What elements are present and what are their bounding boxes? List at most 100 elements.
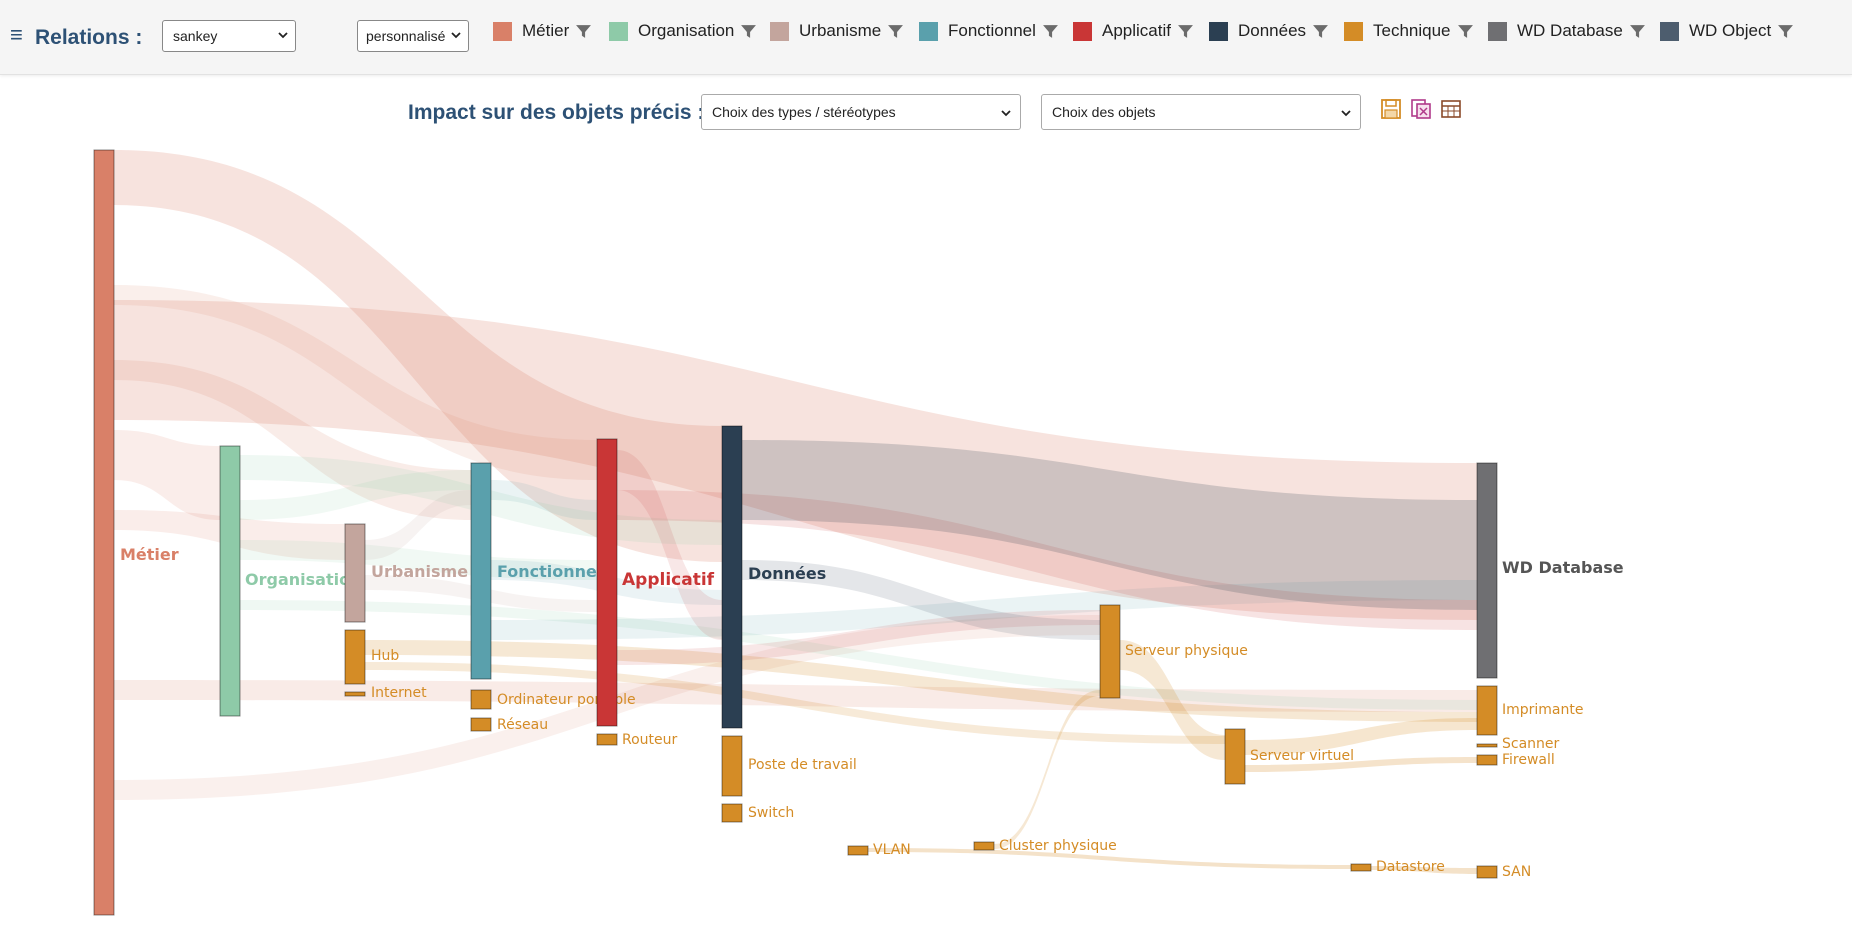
sankey-node-label: Organisation (245, 570, 361, 589)
funnel-icon[interactable] (575, 23, 592, 40)
sankey-node-switch[interactable] (721, 803, 743, 823)
sankey-link-vlan-datastore[interactable] (868, 848, 1351, 869)
sankey-node-label: Urbanisme (371, 562, 468, 581)
sankey-node-label: VLAN (873, 842, 911, 858)
sankey-node-san[interactable] (1476, 865, 1498, 879)
sankey-node-wddatabase[interactable] (1476, 462, 1498, 679)
legend-label: Urbanisme (799, 21, 882, 40)
sankey-node-label: Applicatif (622, 570, 715, 590)
sankey-node-label: Données (748, 564, 826, 583)
sankey-node-label: Serveur virtuel (1250, 748, 1354, 764)
sankey-links (114, 150, 1477, 874)
legend-item-5[interactable]: Données (1209, 18, 1329, 44)
sankey-nodes: Métier Organisation Urbanisme Hub Internet Fo… (93, 149, 1624, 916)
legend-item-7[interactable]: WD Database (1488, 18, 1646, 44)
funnel-icon[interactable] (1629, 23, 1646, 40)
table-icon[interactable] (1440, 98, 1462, 120)
legend-item-3[interactable]: Fonctionnel (919, 18, 1059, 44)
legend-label: Applicatif (1102, 21, 1171, 40)
sankey-node-ordinateur[interactable] (470, 689, 492, 710)
legend-swatch (919, 21, 938, 41)
legend-label: Organisation (638, 21, 735, 40)
sankey-link-donnees-serveurphys[interactable] (742, 560, 1100, 640)
sankey-link-metier-imprimante[interactable] (114, 680, 1477, 712)
legend-swatch (609, 21, 628, 41)
sankey-node-label: Internet (371, 685, 427, 701)
sankey-link-serveurvirt-imprimante[interactable] (1245, 718, 1477, 755)
funnel-icon[interactable] (1312, 23, 1329, 40)
sankey-link-metier-donnees[interactable] (114, 150, 722, 562)
legend-item-1[interactable]: Organisation (609, 18, 757, 44)
save-icon[interactable] (1380, 98, 1402, 120)
sankey-node-reseau[interactable] (470, 717, 492, 732)
sankey-link-fonctionnel-applicatif[interactable] (491, 480, 597, 520)
funnel-icon[interactable] (740, 23, 757, 40)
sankey-link-urbanisme-fonctionnel[interactable] (365, 490, 471, 560)
funnel-icon[interactable] (887, 23, 904, 40)
sankey-node-donnees[interactable] (721, 425, 743, 729)
mode-select[interactable]: personnalisé (357, 20, 469, 52)
sankey-link-serveurvirt-firewall[interactable] (1245, 757, 1477, 772)
funnel-icon[interactable] (1177, 23, 1194, 40)
sankey-node-fonctionnel[interactable] (470, 462, 492, 680)
sankey-link-cluster-serveurphys[interactable] (994, 690, 1100, 849)
sankey-node-metier[interactable] (93, 149, 115, 916)
sankey-node-label: Firewall (1502, 752, 1555, 768)
sankey-link-serveurphys-serveurvirt[interactable] (1120, 640, 1225, 760)
chevron-down-icon (1341, 110, 1351, 117)
sankey-node-organisation[interactable] (219, 445, 241, 717)
legend-swatch (493, 21, 512, 41)
legend-swatch (1209, 21, 1228, 41)
sankey-link-metier-organisation[interactable] (114, 430, 220, 520)
sankey-node-hub[interactable] (344, 629, 366, 685)
sankey-link-metier-fonctionnel[interactable] (114, 360, 471, 520)
relations-label: Relations : (35, 26, 143, 49)
sankey-node-urbanisme[interactable] (344, 523, 366, 623)
legend-item-2[interactable]: Urbanisme (770, 18, 904, 44)
sankey-link-metier-applicatif[interactable] (114, 285, 597, 480)
sankey-node-serveurvirt[interactable] (1224, 728, 1246, 785)
funnel-icon[interactable] (1777, 23, 1794, 40)
sankey-node-scanner[interactable] (1476, 743, 1498, 748)
sankey-node-label: Imprimante (1502, 702, 1584, 718)
chevron-down-icon (1001, 110, 1011, 117)
objects-select[interactable]: Choix des objets (1041, 94, 1361, 130)
sankey-node-cluster[interactable] (973, 841, 995, 851)
export-pdf-icon[interactable] (1410, 98, 1432, 120)
sankey-node-vlan[interactable] (847, 845, 869, 856)
sankey-node-serveurphys[interactable] (1099, 604, 1121, 699)
sankey-node-label: Métier (120, 545, 179, 564)
sankey-link-applicatif-donnees[interactable] (617, 450, 722, 640)
sankey-link-hub-imprimante[interactable] (365, 640, 1477, 722)
legend-label: Données (1238, 21, 1307, 40)
types-select[interactable]: Choix des types / stéréotypes (701, 94, 1021, 130)
view-type-select[interactable]: sankey (162, 20, 296, 52)
sankey-link-applicatif-wddatabase[interactable] (617, 490, 1477, 630)
sankey-link-datastore-san[interactable] (1371, 866, 1477, 874)
funnel-icon[interactable] (1457, 23, 1474, 40)
legend-item-4[interactable]: Applicatif (1073, 18, 1194, 44)
sankey-node-poste[interactable] (721, 735, 743, 797)
sankey-link-organisation-applicatif[interactable] (240, 540, 597, 580)
legend-item-8[interactable]: WD Object (1660, 18, 1794, 44)
sankey-node-internet[interactable] (344, 691, 366, 697)
sankey-link-hub-serveurvirt[interactable] (365, 662, 1225, 744)
legend-label: Métier (522, 21, 570, 40)
legend-label: WD Database (1517, 21, 1623, 40)
sankey-node-label: Hub (371, 648, 399, 664)
legend-item-0[interactable]: Métier (493, 18, 592, 44)
hamburger-menu-icon[interactable]: ≡ (10, 22, 23, 47)
sankey-node-label: Routeur (622, 732, 678, 748)
sankey-link-organisation-fonctionnel[interactable] (240, 470, 471, 520)
sankey-node-imprimante[interactable] (1476, 685, 1498, 736)
sankey-node-firewall[interactable] (1476, 754, 1498, 766)
sankey-node-applicatif[interactable] (596, 438, 618, 727)
sankey-node-routeur[interactable] (596, 733, 618, 746)
sankey-link-metier-wddatabase[interactable] (114, 300, 1477, 620)
sankey-link-donnees-wddatabase[interactable] (742, 440, 1477, 610)
legend-item-6[interactable]: Technique (1344, 18, 1474, 44)
funnel-icon[interactable] (1042, 23, 1059, 40)
sankey-node-datastore[interactable] (1350, 863, 1372, 872)
sankey-link-organisation-imprimante[interactable] (240, 600, 1477, 710)
legend-label: Technique (1373, 21, 1451, 40)
